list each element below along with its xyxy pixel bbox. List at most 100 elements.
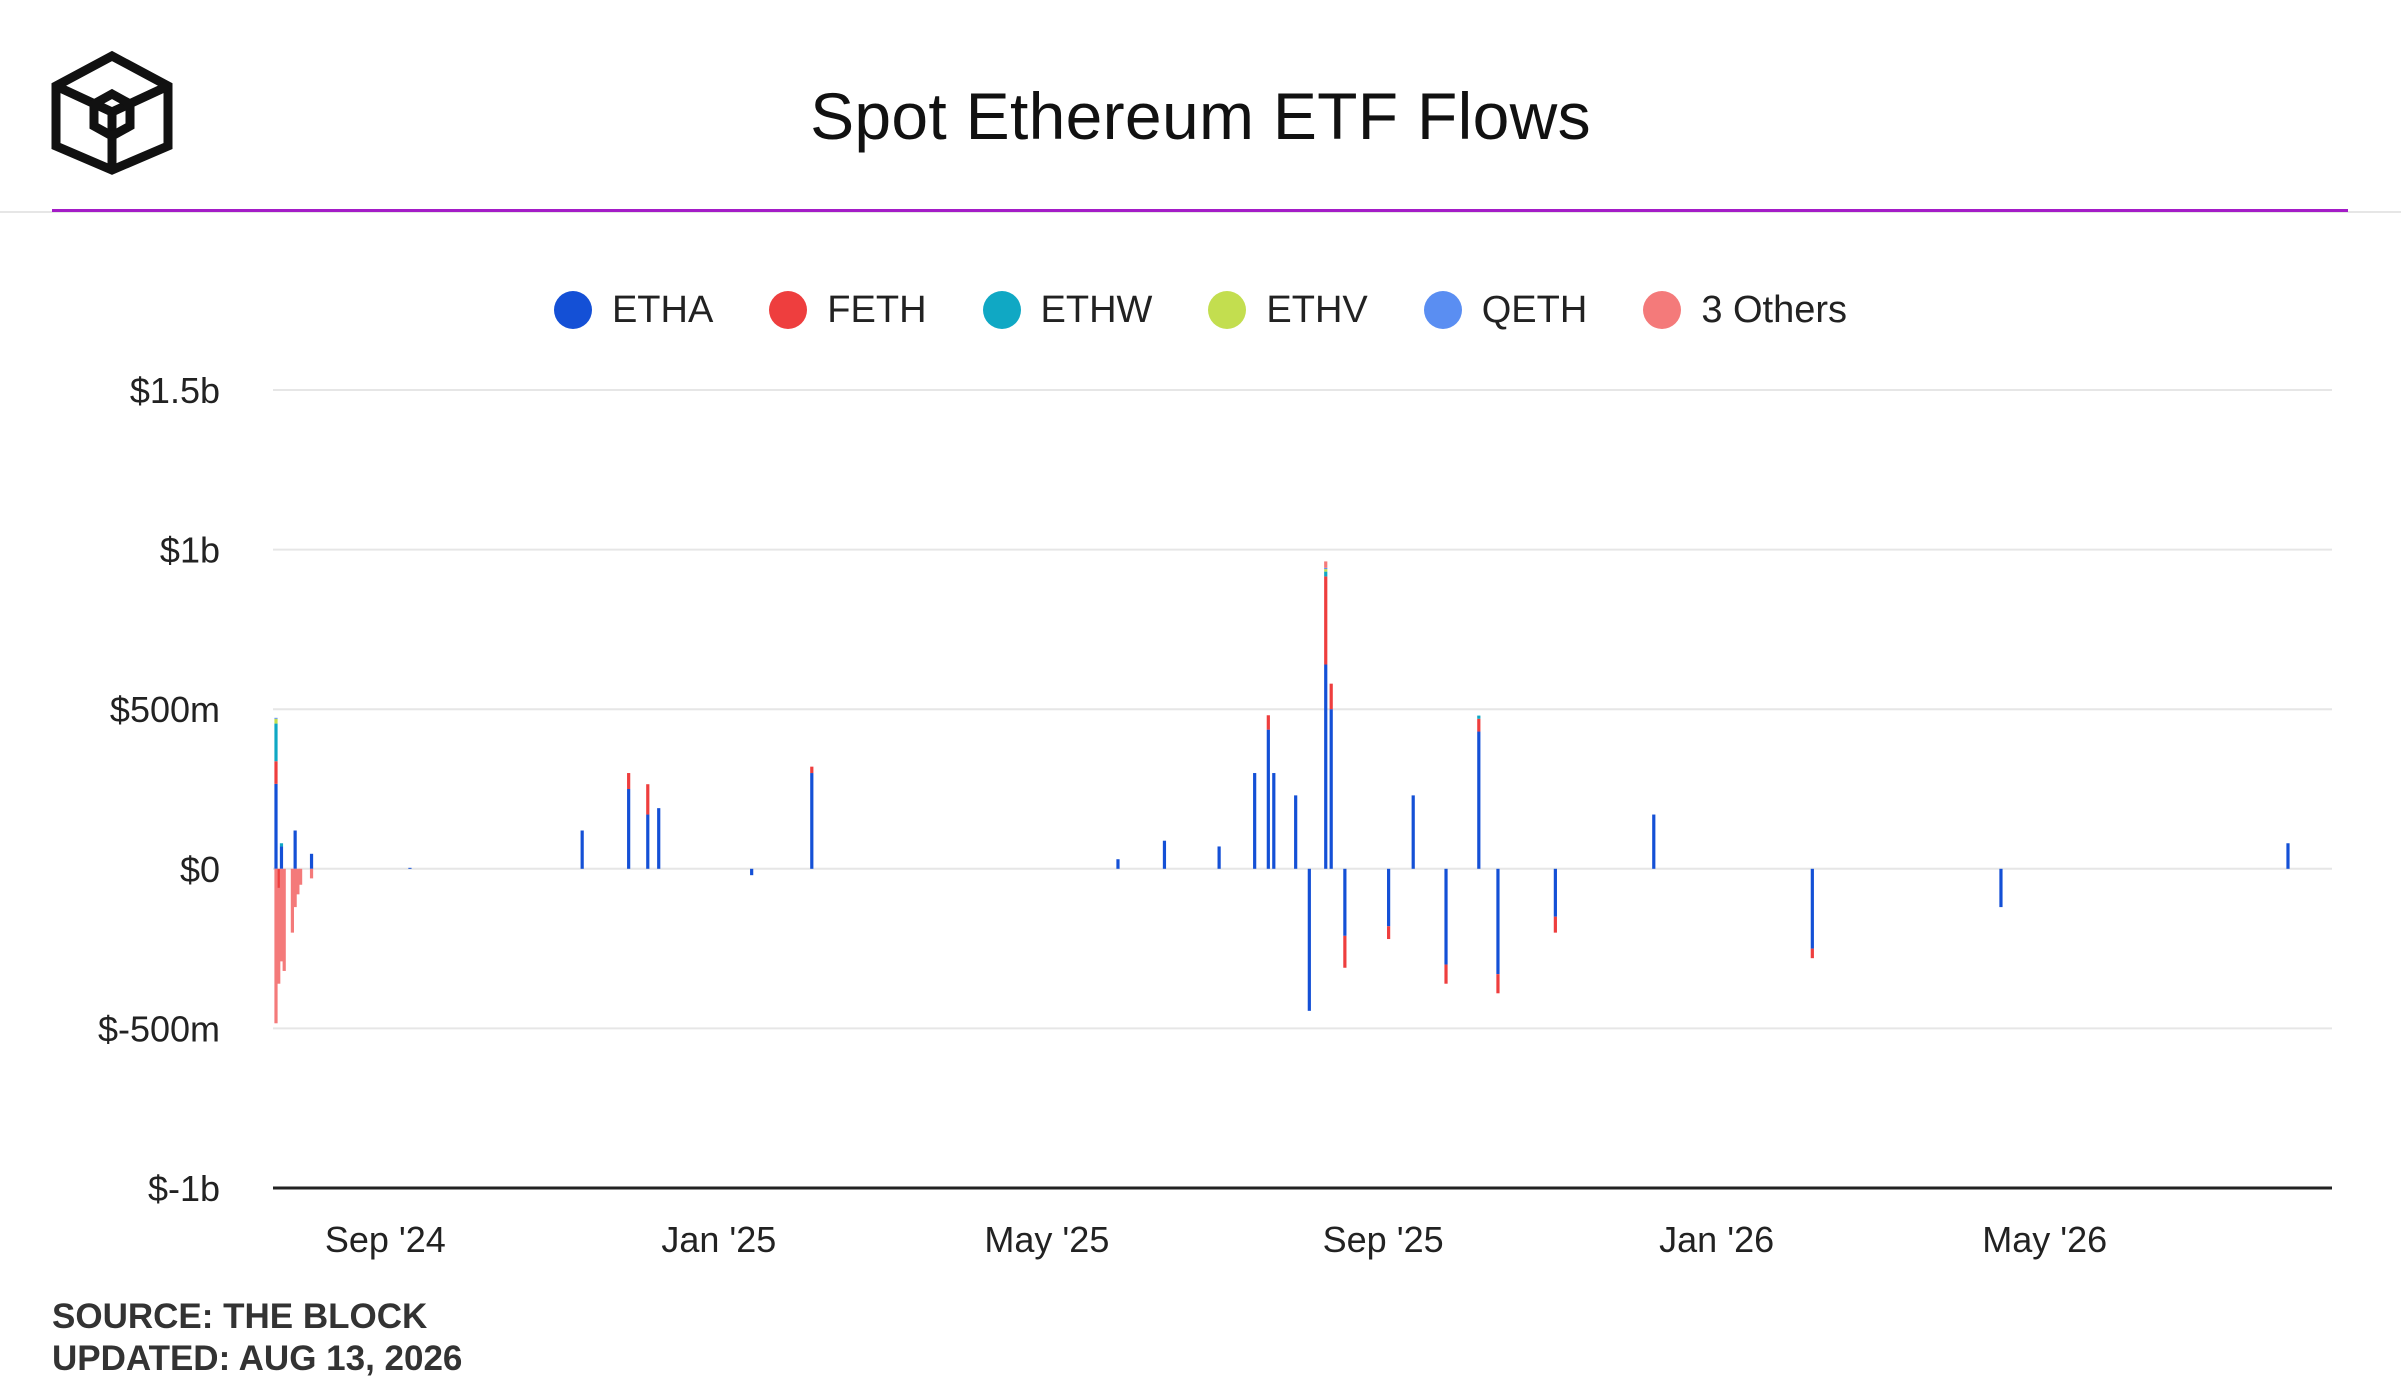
bar-3-others[interactable] <box>279 868 284 962</box>
bar-etha[interactable] <box>750 868 754 876</box>
bar-feth[interactable] <box>1387 926 1391 940</box>
bar-feth[interactable] <box>1324 576 1328 665</box>
bar-3-others[interactable] <box>299 868 303 885</box>
legend-item-ethw[interactable]: ETHW <box>982 289 1152 332</box>
bar-feth[interactable] <box>1266 715 1270 730</box>
bar-etha[interactable] <box>1411 795 1415 869</box>
bar-etha[interactable] <box>408 867 412 869</box>
y-tick-label: $1b <box>160 530 220 571</box>
bar-ethw[interactable] <box>1477 715 1481 719</box>
bar-feth[interactable] <box>1553 916 1557 933</box>
bar-etha[interactable] <box>1324 664 1328 869</box>
bar-etha[interactable] <box>1477 731 1481 869</box>
flows-chart: $1.5b $1b $500m $0 $-500m $-1b Sep '24 Jan '25… <box>98 370 2332 1260</box>
bar-etha[interactable] <box>1329 709 1333 869</box>
accent-divider <box>52 209 2348 212</box>
chart-title: Spot Ethereum ETF Flows <box>810 79 1591 153</box>
bar-etha[interactable] <box>627 789 631 869</box>
legend-label: QETH <box>1481 288 1588 331</box>
chart-legend: ETHA FETH ETHW ETHV QETH 3 Others <box>0 283 2401 337</box>
bar-etha[interactable] <box>279 846 284 869</box>
bar-etha[interactable] <box>1999 868 2003 908</box>
chart-footer: SOURCE: THE BLOCK UPDATED: AUG 13, 2026 <box>52 1296 462 1380</box>
x-tick-label: May '25 <box>984 1219 1109 1260</box>
x-axis-labels: Sep '24 Jan '25 May '25 Sep '25 Jan '26 May '… <box>325 1219 2107 1260</box>
bar-ethw[interactable] <box>1324 571 1328 577</box>
legend-label: ETHA <box>611 288 714 331</box>
y-tick-label: $-1b <box>148 1168 220 1209</box>
bar-etha[interactable] <box>1387 868 1391 927</box>
bar-feth[interactable] <box>1329 683 1333 710</box>
legend-marker-icon <box>982 291 1021 329</box>
bar-etha[interactable] <box>1217 846 1221 869</box>
bar-etha[interactable] <box>646 814 650 869</box>
bar-etha[interactable] <box>657 808 661 869</box>
bar-etha[interactable] <box>580 830 584 869</box>
bar-3-others[interactable] <box>277 887 281 984</box>
bar-etha[interactable] <box>1294 795 1298 869</box>
chart-gridlines <box>273 389 2332 1030</box>
bar-feth[interactable] <box>810 766 814 774</box>
bar-ethw[interactable] <box>279 843 284 847</box>
bar-etha[interactable] <box>810 773 814 869</box>
x-tick-label: Jan '25 <box>661 1219 776 1260</box>
legend-item-qeth[interactable]: QETH <box>1423 288 1588 332</box>
x-tick-label: Sep '24 <box>325 1219 446 1260</box>
bar-3-others[interactable] <box>293 868 297 908</box>
y-tick-label: $500m <box>110 689 220 730</box>
bar-etha[interactable] <box>1496 868 1500 975</box>
legend-marker-icon <box>769 291 808 329</box>
bar-ethw[interactable] <box>274 723 278 762</box>
bar-3-others[interactable] <box>274 868 278 1024</box>
y-tick-label: $0 <box>180 849 220 890</box>
bar-etha[interactable] <box>1444 868 1448 965</box>
bar-3-others[interactable] <box>309 868 314 879</box>
bar-3-others[interactable] <box>296 868 300 895</box>
bar-etha[interactable] <box>1343 868 1347 936</box>
bar-ethv[interactable] <box>274 718 278 724</box>
bar-feth[interactable] <box>1810 948 1814 959</box>
bar-etha[interactable] <box>1307 868 1311 1011</box>
bar-feth[interactable] <box>1444 964 1448 984</box>
bar-3-others[interactable] <box>1324 561 1328 568</box>
x-tick-label: May '26 <box>1982 1219 2107 1260</box>
x-tick-label: Jan '26 <box>1659 1219 1774 1260</box>
bar-etha[interactable] <box>1553 868 1557 917</box>
bar-etha[interactable] <box>1810 868 1814 949</box>
legend-marker-icon <box>553 291 592 329</box>
bar-feth[interactable] <box>1496 974 1500 994</box>
legend-label: FETH <box>827 288 927 331</box>
bar-etha[interactable] <box>1162 840 1167 869</box>
legend-item-etha[interactable]: ETHA <box>553 288 714 332</box>
bar-etha[interactable] <box>274 783 278 869</box>
legend-label: 3 Others <box>1701 288 1848 331</box>
legend-item-3-others[interactable]: 3 Others <box>1643 289 1847 332</box>
legend-item-feth[interactable]: FETH <box>769 288 927 332</box>
bar-etha[interactable] <box>293 830 297 869</box>
bar-etha[interactable] <box>1266 729 1270 869</box>
bar-feth[interactable] <box>1477 718 1481 732</box>
x-tick-label: Sep '25 <box>1323 1219 1444 1260</box>
bar-etha[interactable] <box>1272 773 1276 869</box>
bar-feth[interactable] <box>646 784 650 815</box>
bar-ethv[interactable] <box>1324 569 1328 572</box>
bar-feth[interactable] <box>627 773 631 789</box>
bar-3-others[interactable] <box>282 868 286 971</box>
y-tick-label: $-500m <box>98 1008 220 1049</box>
bar-feth[interactable] <box>274 761 278 784</box>
source-note: SOURCE: THE BLOCK <box>52 1297 428 1336</box>
bar-etha[interactable] <box>1253 773 1257 869</box>
bar-etha[interactable] <box>309 853 314 869</box>
updated-note: UPDATED: AUG 13, 2026 <box>52 1339 463 1378</box>
bar-qeth[interactable] <box>274 717 278 719</box>
y-tick-label: $1.5b <box>130 370 220 411</box>
bar-feth[interactable] <box>277 868 281 888</box>
chart-bars <box>274 561 2290 1024</box>
legend-item-ethv[interactable]: ETHV <box>1208 289 1368 332</box>
bar-etha[interactable] <box>1652 814 1656 869</box>
bar-qeth[interactable] <box>1324 567 1328 570</box>
bar-3-others[interactable] <box>290 868 294 933</box>
bar-etha[interactable] <box>2286 843 2290 869</box>
bar-etha[interactable] <box>1116 859 1120 869</box>
bar-feth[interactable] <box>1343 935 1347 968</box>
